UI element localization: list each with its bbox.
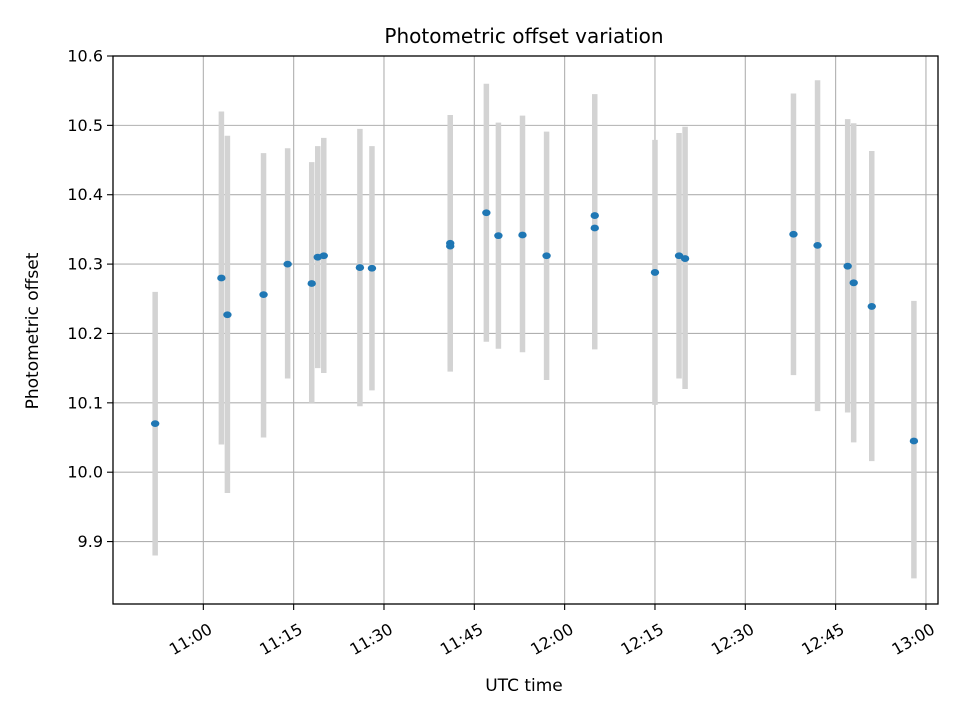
data-points — [150, 209, 919, 445]
data-point — [650, 269, 660, 276]
x-tick-label: 11:00 — [166, 619, 215, 659]
x-tick-label: 11:15 — [256, 619, 305, 659]
data-point — [590, 212, 599, 219]
y-tick-label: 10.2 — [67, 324, 103, 343]
x-tick-label: 12:00 — [527, 619, 576, 659]
data-point — [590, 224, 599, 232]
chart-title: Photometric offset variation — [384, 24, 663, 48]
data-point — [542, 252, 551, 260]
y-axis-ticks: 9.9 10.0 10.1 10.2 10.3 10.4 10.5 10.6 — [67, 47, 113, 551]
y-tick-label: 10.3 — [67, 255, 103, 274]
data-point — [680, 255, 690, 262]
data-point — [355, 264, 365, 271]
data-point — [849, 279, 858, 287]
data-point — [223, 311, 232, 319]
x-tick-label: 11:45 — [437, 619, 486, 659]
plot-frame — [112, 55, 939, 605]
grid — [113, 55, 938, 604]
y-axis-label: Photometric offset — [23, 252, 43, 409]
y-tick-label: 10.0 — [67, 463, 103, 482]
data-point — [843, 262, 852, 270]
y-tick-label: 10.5 — [67, 116, 103, 135]
data-point — [482, 209, 491, 217]
x-tick-label: 13:00 — [889, 619, 938, 659]
data-point — [259, 291, 268, 299]
data-point — [217, 274, 226, 282]
data-point — [789, 230, 798, 238]
data-point — [867, 303, 876, 310]
data-point — [909, 437, 919, 445]
x-tick-label: 12:45 — [798, 619, 847, 659]
x-axis-ticks: 11:00 11:15 11:30 11:45 12:00 12:15 12:30 12:45… — [166, 604, 938, 659]
y-tick-label: 10.4 — [67, 185, 103, 204]
data-point — [150, 420, 160, 428]
x-tick-label: 11:30 — [347, 619, 396, 659]
error-bars — [152, 80, 917, 579]
data-point — [283, 260, 292, 268]
data-point — [494, 232, 503, 240]
data-point — [518, 231, 527, 239]
data-point — [367, 264, 377, 272]
y-tick-label: 10.6 — [67, 47, 103, 66]
data-point — [307, 280, 316, 287]
x-tick-label: 12:30 — [708, 619, 757, 659]
y-tick-label: 9.9 — [78, 532, 103, 551]
x-tick-label: 12:15 — [618, 619, 667, 659]
data-point — [813, 241, 822, 249]
x-axis-label: UTC time — [485, 676, 563, 696]
data-point — [446, 239, 455, 247]
data-point — [319, 252, 328, 260]
y-tick-label: 10.1 — [67, 393, 103, 412]
